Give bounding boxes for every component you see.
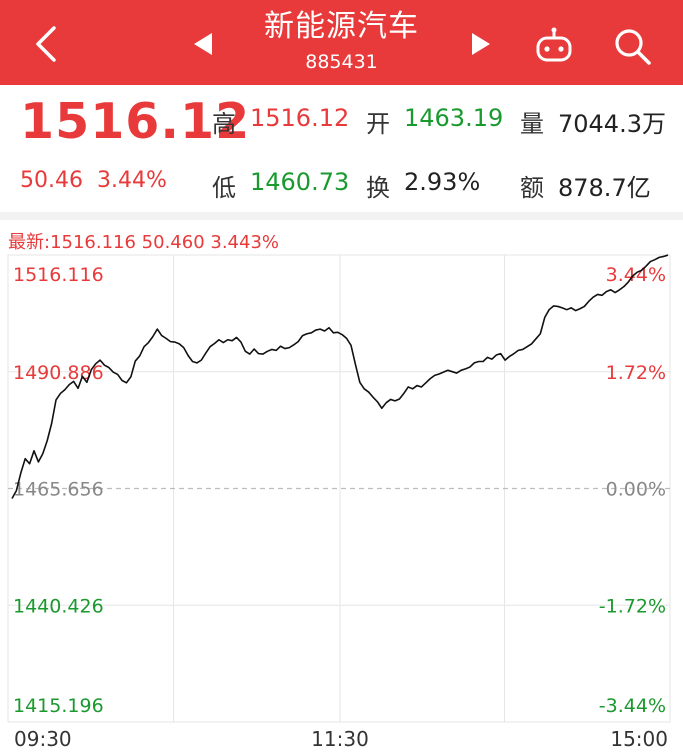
open-value: 1463.19 — [404, 104, 504, 132]
prev-triangle-icon[interactable] — [190, 30, 218, 58]
latest-readout: 最新:1516.116 50.460 3.443% — [8, 232, 280, 253]
y-tick-left: 1440.426 — [13, 595, 104, 617]
title-group: 新能源汽车 885431 — [0, 0, 683, 73]
turnover-value: 2.93% — [404, 168, 481, 196]
y-tick-right: -1.72% — [599, 595, 666, 617]
page-title: 新能源汽车 — [264, 9, 419, 44]
amount-value: 878.7亿 — [558, 174, 651, 202]
search-icon[interactable] — [610, 24, 654, 68]
change-value: 50.46 — [20, 168, 83, 193]
next-triangle-icon[interactable] — [466, 30, 494, 58]
section-divider — [0, 212, 683, 220]
y-tick-left: 1415.196 — [13, 695, 104, 717]
y-tick-right: -3.44% — [599, 695, 666, 717]
open-label: 开 — [366, 110, 390, 138]
low-label: 低 — [212, 174, 236, 202]
change-percent: 3.44% — [96, 168, 167, 193]
back-arrow-icon[interactable] — [28, 22, 64, 66]
price-series-line — [11, 254, 669, 499]
amount-label: 额 — [520, 174, 544, 202]
stock-code: 885431 — [305, 51, 378, 73]
header-bar: 新能源汽车 885431 — [0, 0, 683, 85]
robot-icon[interactable] — [532, 24, 576, 68]
y-tick-right: 1.72% — [606, 362, 666, 384]
volume-label: 量 — [520, 110, 544, 138]
x-tick-label: 11:30 — [311, 727, 369, 751]
low-value: 1460.73 — [250, 168, 350, 196]
x-tick-label: 09:30 — [14, 727, 72, 751]
turnover-label: 换 — [366, 174, 390, 202]
volume-value: 7044.3万 — [558, 110, 666, 138]
high-label: 高 — [212, 110, 236, 138]
change-row: 50.46 3.44% — [20, 168, 181, 193]
y-tick-left: 1465.656 — [13, 479, 104, 501]
y-tick-left: 1516.116 — [13, 264, 104, 286]
y-tick-right: 0.00% — [606, 479, 666, 501]
y-tick-right: 3.44% — [606, 264, 666, 286]
x-tick-label: 15:00 — [610, 727, 668, 751]
current-price: 1516.12 — [20, 93, 251, 150]
high-value: 1516.12 — [250, 104, 350, 132]
